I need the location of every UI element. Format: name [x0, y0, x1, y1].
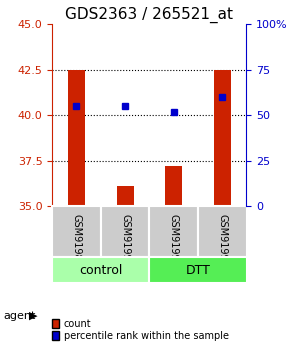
- Text: control: control: [79, 264, 122, 277]
- Text: GSM91991: GSM91991: [120, 214, 130, 267]
- Title: GDS2363 / 265521_at: GDS2363 / 265521_at: [65, 7, 233, 23]
- FancyBboxPatch shape: [198, 206, 246, 257]
- Text: percentile rank within the sample: percentile rank within the sample: [64, 331, 229, 341]
- Text: DTT: DTT: [186, 264, 210, 277]
- Text: agent: agent: [3, 311, 35, 321]
- Text: count: count: [64, 319, 91, 328]
- Text: GSM91989: GSM91989: [72, 214, 81, 267]
- Text: GSM91990: GSM91990: [169, 214, 179, 267]
- FancyBboxPatch shape: [52, 257, 149, 283]
- Bar: [214, 70, 231, 206]
- Bar: [117, 186, 134, 206]
- Bar: [165, 166, 182, 206]
- FancyBboxPatch shape: [149, 257, 246, 283]
- Bar: [68, 70, 85, 206]
- FancyBboxPatch shape: [52, 206, 101, 257]
- Text: GSM91992: GSM91992: [217, 214, 227, 267]
- FancyBboxPatch shape: [149, 206, 198, 257]
- FancyBboxPatch shape: [101, 206, 149, 257]
- Text: ▶: ▶: [29, 311, 37, 321]
